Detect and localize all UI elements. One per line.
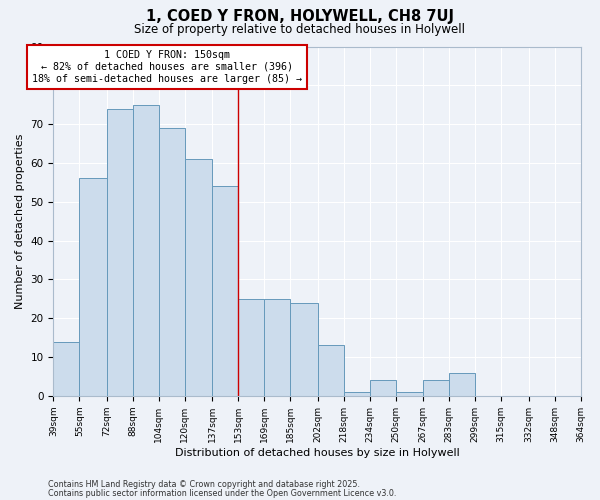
Bar (370, 380, 395, 396)
Bar (290, 302, 318, 396)
Bar (344, 392, 370, 396)
Text: Contains public sector information licensed under the Open Government Licence v3: Contains public sector information licen… (48, 488, 397, 498)
Y-axis label: Number of detached properties: Number of detached properties (15, 134, 25, 309)
Bar (395, 392, 423, 396)
Bar (423, 380, 449, 396)
Bar (107, 108, 133, 396)
Bar (212, 186, 238, 396)
Bar (238, 299, 264, 396)
Bar (185, 159, 212, 396)
Bar (264, 299, 290, 396)
Text: 1, COED Y FRON, HOLYWELL, CH8 7UJ: 1, COED Y FRON, HOLYWELL, CH8 7UJ (146, 9, 454, 24)
Bar (53, 342, 79, 396)
Text: Size of property relative to detached houses in Holywell: Size of property relative to detached ho… (134, 22, 466, 36)
Bar (449, 372, 475, 396)
Bar (79, 178, 107, 396)
Text: Contains HM Land Registry data © Crown copyright and database right 2025.: Contains HM Land Registry data © Crown c… (48, 480, 360, 489)
Text: 1 COED Y FRON: 150sqm
← 82% of detached houses are smaller (396)
18% of semi-det: 1 COED Y FRON: 150sqm ← 82% of detached … (32, 50, 302, 84)
Bar (159, 128, 185, 396)
Bar (318, 346, 344, 396)
Bar (133, 104, 159, 396)
X-axis label: Distribution of detached houses by size in Holywell: Distribution of detached houses by size … (175, 448, 460, 458)
